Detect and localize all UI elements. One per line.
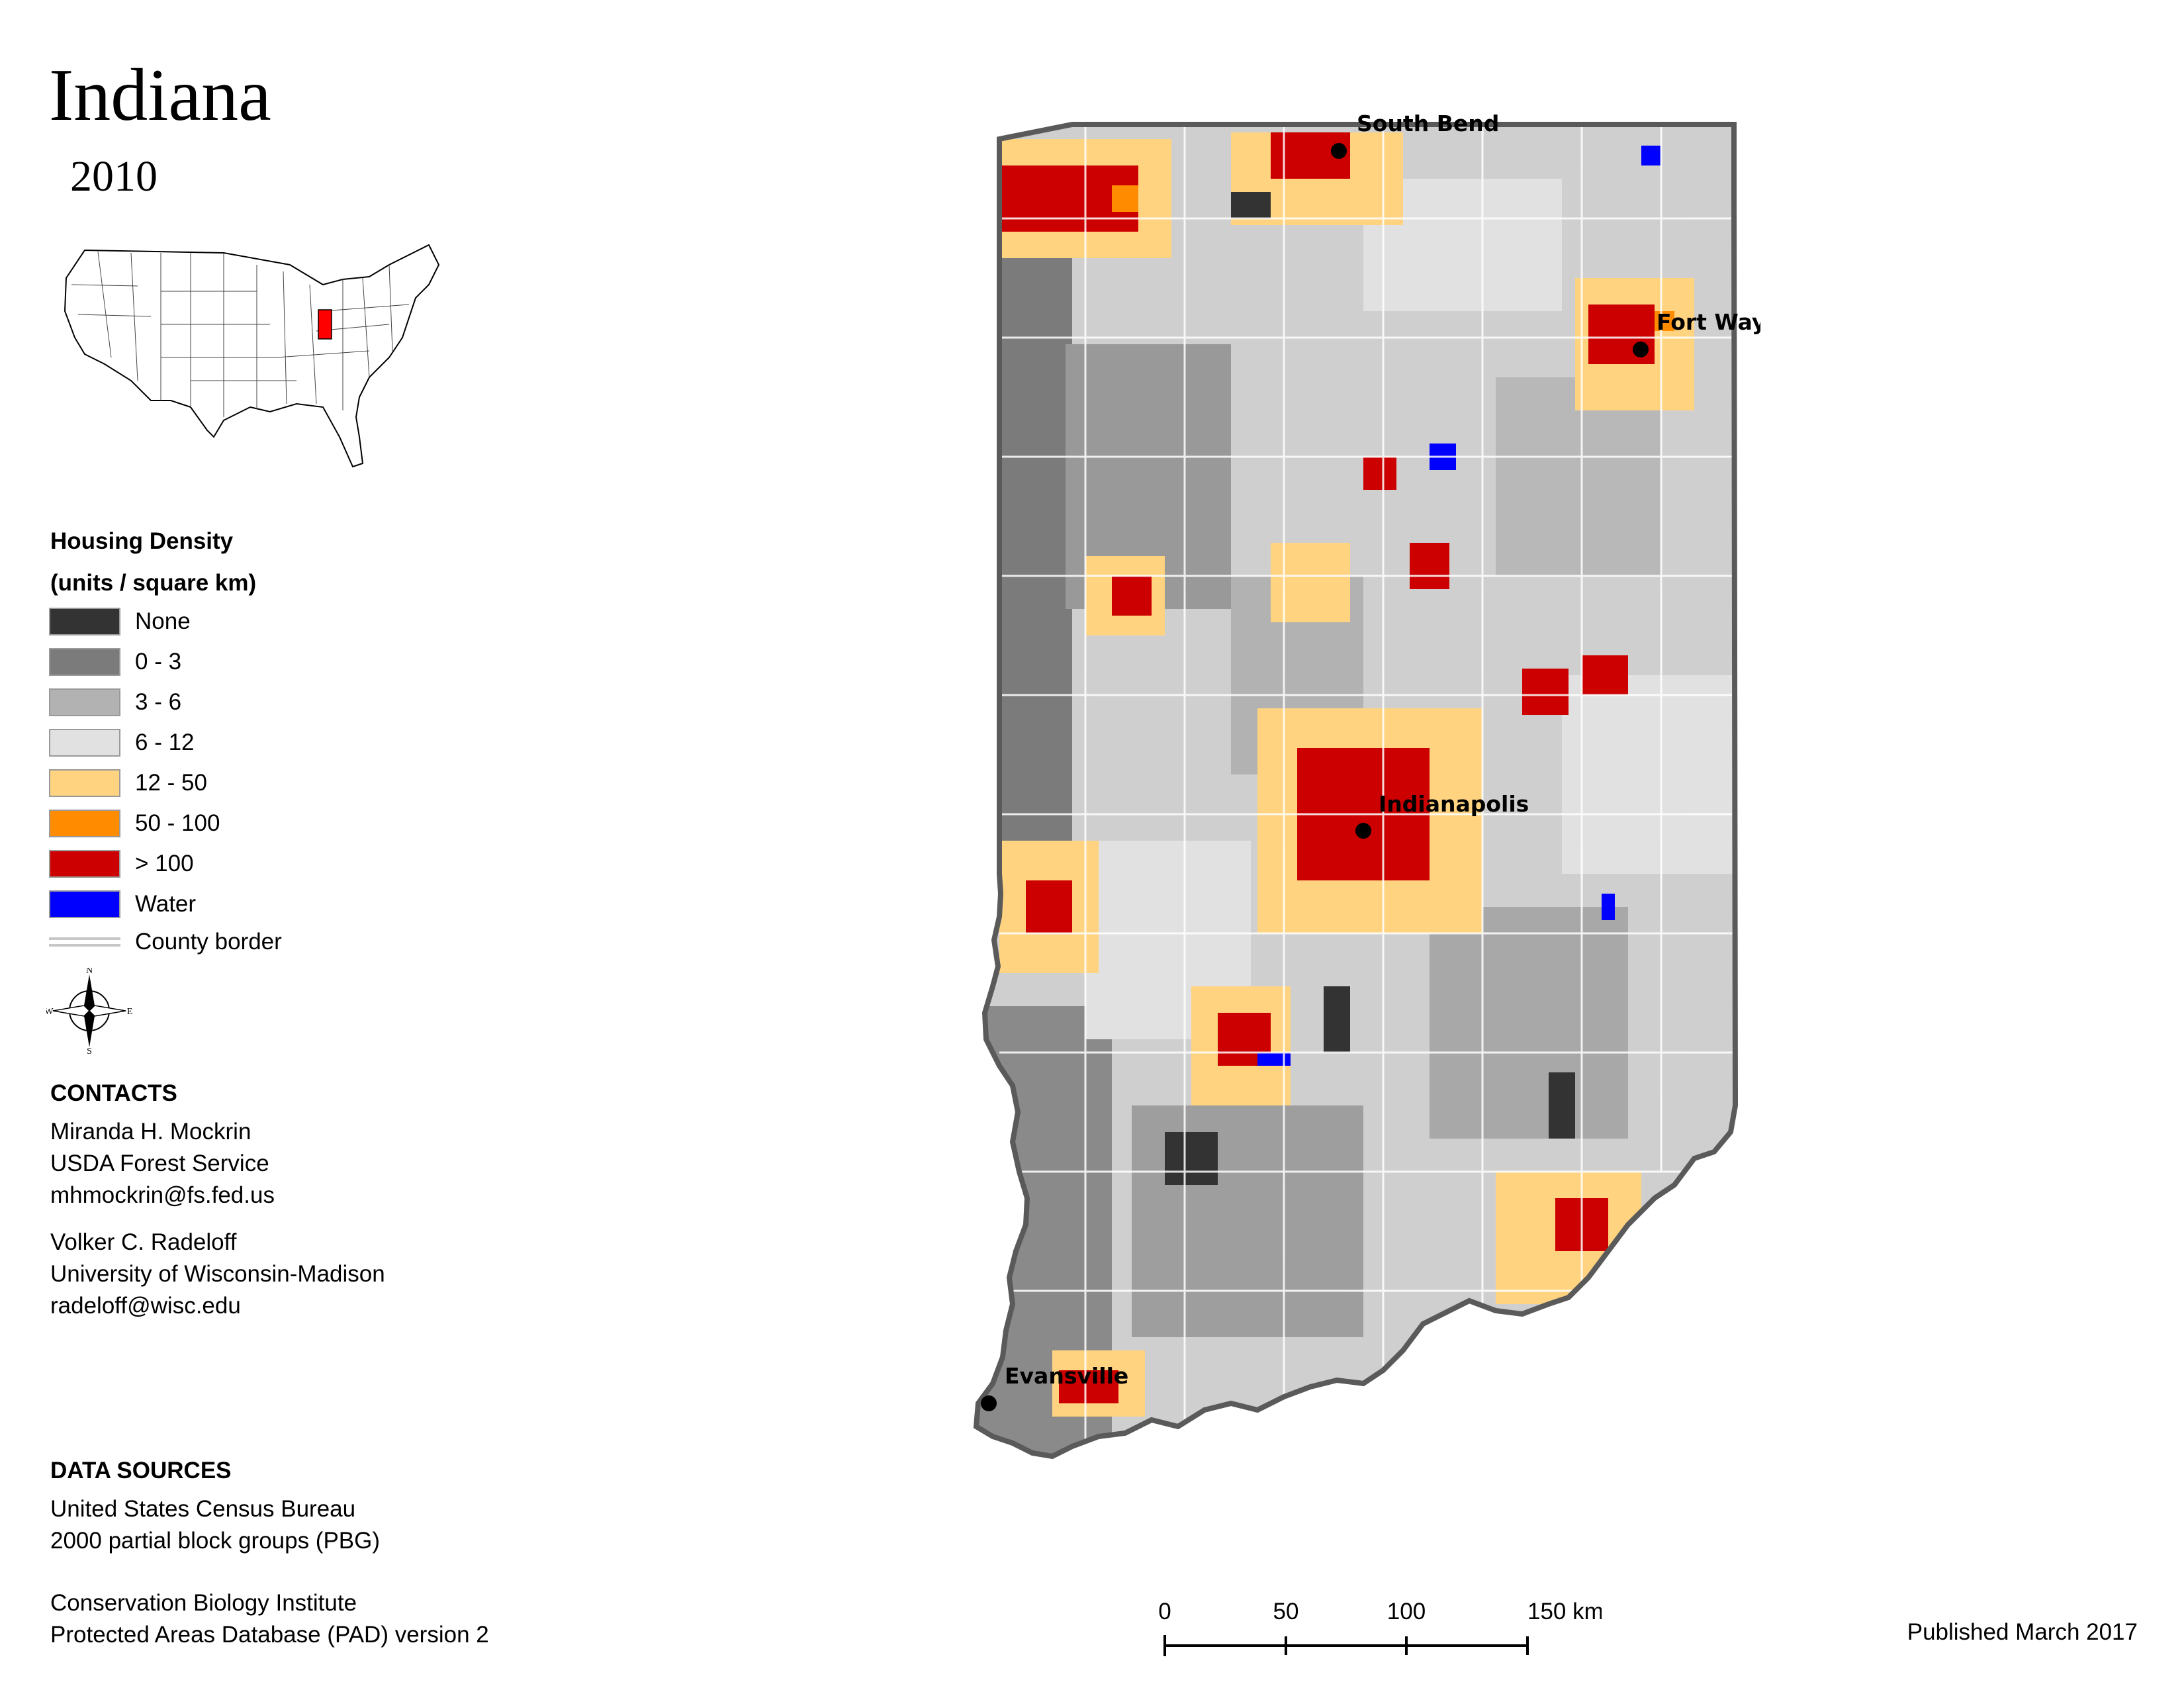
contact-1: Miranda H. Mockrin USDA Forest Service m… <box>50 1116 275 1211</box>
published-date: Published March 2017 <box>1907 1619 2138 1645</box>
contact-name: Miranda H. Mockrin <box>50 1119 251 1145</box>
data-sources-heading: DATA SOURCES <box>50 1458 232 1483</box>
data-source-line: United States Census Bureau <box>50 1496 356 1522</box>
legend-label: Water <box>135 891 197 917</box>
scale-label: 100 <box>1387 1599 1426 1624</box>
us-outline <box>64 244 440 468</box>
legend-swatch <box>49 890 120 918</box>
compass-w: W <box>46 1007 54 1017</box>
legend-swatch <box>49 648 120 676</box>
legend-swatch <box>49 688 120 716</box>
legend-label: County border <box>135 929 282 955</box>
contact-2: Volker C. Radeloff University of Wiscons… <box>50 1227 385 1322</box>
map-title: Indiana <box>49 54 271 136</box>
legend-item: Water <box>49 889 196 919</box>
city-label-evansville: Evansville <box>1005 1363 1128 1389</box>
contact-email[interactable]: mhmockrin@fs.fed.us <box>50 1182 275 1208</box>
data-source-line: Protected Areas Database (PAD) version 2 <box>50 1622 489 1648</box>
legend-title: Housing Density (units / square km) <box>50 520 256 604</box>
scale-label: 150 km <box>1527 1599 1602 1624</box>
compass-s: S <box>87 1047 92 1054</box>
scale-label: 50 <box>1273 1599 1299 1624</box>
contacts-heading: CONTACTS <box>50 1080 177 1106</box>
legend-item: None <box>49 606 191 637</box>
indiana-highlight <box>318 309 332 340</box>
legend-item: 6 - 12 <box>49 727 195 758</box>
legend-item: > 100 <box>49 849 194 879</box>
city-label-south-bend: South Bend <box>1357 113 1499 136</box>
legend-title-line1: Housing Density <box>50 528 234 554</box>
city-label-fort-wayne: Fort Wayne <box>1657 309 1760 335</box>
legend-label: 12 - 50 <box>135 770 207 796</box>
data-source-line: 2000 partial block groups (PBG) <box>50 1528 381 1554</box>
legend-label: 0 - 3 <box>135 649 182 675</box>
data-source-1: United States Census Bureau 2000 partial… <box>50 1493 380 1557</box>
data-source-2: Conservation Biology Institute Protected… <box>50 1587 489 1651</box>
contact-name: Volker C. Radeloff <box>50 1229 237 1255</box>
legend-label: 50 - 100 <box>135 810 220 836</box>
data-source-line: Conservation Biology Institute <box>50 1590 357 1616</box>
legend-item: 50 - 100 <box>49 808 220 839</box>
legend-title-line2: (units / square km) <box>50 570 257 596</box>
city-marker-south-bend[interactable] <box>1331 143 1347 159</box>
legend-label: 6 - 12 <box>135 729 195 755</box>
city-marker-evansville[interactable] <box>981 1395 997 1411</box>
city-marker-indianapolis[interactable] <box>1355 823 1371 839</box>
contact-email[interactable]: radeloff@wisc.edu <box>50 1293 241 1319</box>
county-border-swatch <box>49 937 120 947</box>
legend-label: 3 - 6 <box>135 689 182 715</box>
compass-rose-icon: N S E W <box>46 968 132 1054</box>
map-year: 2010 <box>70 152 158 201</box>
legend-item: 3 - 6 <box>49 687 181 718</box>
scale-label: 0 <box>1158 1599 1171 1624</box>
legend-swatch <box>49 608 120 635</box>
legend-item: 0 - 3 <box>49 647 181 677</box>
city-label-indianapolis: Indianapolis <box>1379 791 1529 817</box>
state-outline <box>973 122 1739 1460</box>
contact-org: USDA Forest Service <box>50 1150 269 1176</box>
legend-label: None <box>135 608 191 634</box>
compass-e: E <box>127 1007 132 1017</box>
us-locator-map <box>64 244 440 468</box>
legend-swatch <box>49 729 120 757</box>
city-marker-fort-wayne[interactable] <box>1633 342 1649 357</box>
legend-item-county-border: County border <box>49 927 282 957</box>
legend-item: 12 - 50 <box>49 768 207 798</box>
legend-label: > 100 <box>135 851 194 876</box>
legend-swatch <box>49 769 120 797</box>
compass-n: N <box>86 968 93 976</box>
legend-swatch <box>49 850 120 878</box>
scale-bar: 0 50 100 150 km <box>1158 1599 1602 1656</box>
legend-swatch <box>49 810 120 837</box>
indiana-housing-density-map: South Bend Fort Wayne Indianapolis Evans… <box>973 113 1760 1460</box>
contact-org: University of Wisconsin-Madison <box>50 1261 385 1287</box>
